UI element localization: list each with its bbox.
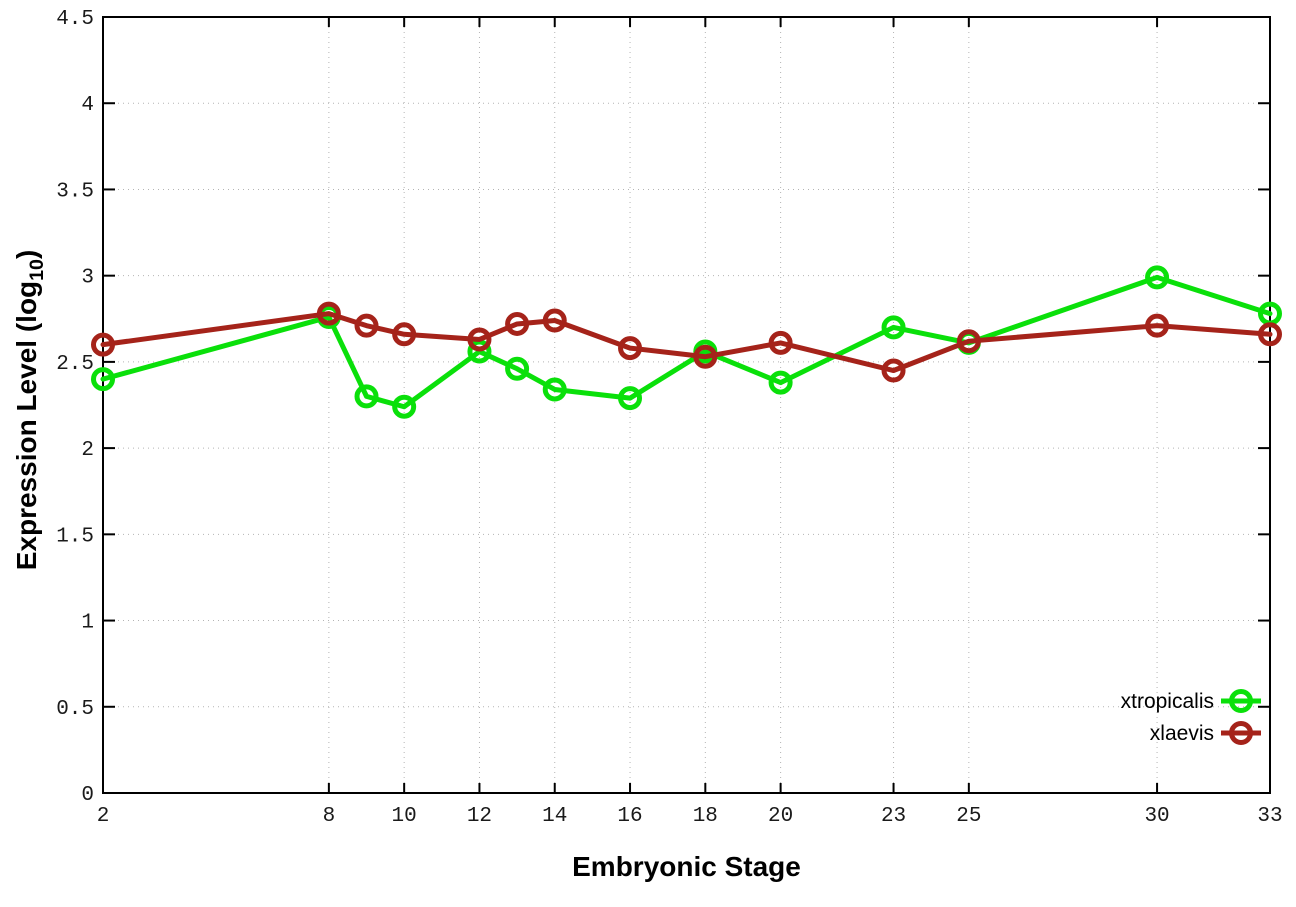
data-point-marker-xtropicalis — [392, 394, 417, 419]
x-tick-label: 20 — [768, 805, 793, 828]
data-point-marker-xlaevis — [1258, 322, 1282, 347]
y-tick-label: 1.5 — [56, 525, 94, 548]
data-point-marker-xtropicalis — [467, 339, 492, 364]
x-tick-label: 18 — [693, 805, 718, 828]
data-point-marker-xlaevis — [91, 332, 115, 357]
x-tick-label: 10 — [392, 805, 417, 828]
data-point-marker-xtropicalis — [618, 386, 643, 411]
y-tick-label: 1 — [81, 612, 94, 635]
x-tick-label: 2 — [97, 805, 110, 828]
data-point-marker-xlaevis — [956, 329, 981, 354]
x-tick-label: 14 — [542, 805, 567, 828]
y-tick-label: 3.5 — [56, 180, 94, 203]
data-point-marker-xtropicalis — [768, 370, 793, 395]
x-tick-label: 33 — [1257, 805, 1282, 828]
y-tick-label: 2.5 — [56, 353, 94, 376]
y-tick-label: 4.5 — [56, 8, 94, 31]
y-tick-label: 3 — [81, 267, 94, 290]
data-point-marker-xtropicalis — [354, 384, 379, 409]
y-tick-label: 0 — [81, 784, 94, 807]
data-point-marker-xtropicalis — [505, 356, 530, 381]
y-tick-label: 2 — [81, 439, 94, 462]
x-tick-label: 30 — [1144, 805, 1169, 828]
x-axis-label: Embryonic Stage — [572, 851, 801, 882]
data-point-marker-xlaevis — [693, 344, 718, 369]
data-point-marker-xlaevis — [768, 330, 793, 355]
series-line-xtropicalis — [100, 274, 1273, 410]
data-point-marker-xlaevis — [505, 311, 530, 336]
y-axis-label-end: ) — [11, 249, 43, 260]
y-tick-label: 0.5 — [56, 698, 94, 721]
data-point-marker-xlaevis — [467, 327, 492, 352]
data-point-marker-xtropicalis — [91, 367, 115, 392]
legend-sample-marker-xtropicalis — [1229, 689, 1253, 713]
data-point-marker-xlaevis — [881, 358, 906, 383]
data-point-marker-xlaevis — [392, 322, 417, 347]
y-axis-label: Expression Level (log10) — [11, 250, 49, 571]
data-point-marker-xlaevis — [316, 301, 341, 326]
data-point-marker-xtropicalis — [881, 315, 906, 340]
x-tick-label: 8 — [323, 805, 336, 828]
plot-border — [102, 16, 1271, 794]
x-tick-label: 12 — [467, 805, 492, 828]
y-axis-label-subscript: 10 — [25, 259, 48, 281]
data-point-marker-xtropicalis — [542, 377, 567, 402]
data-point-marker-xtropicalis — [1145, 265, 1170, 290]
legend-label-xlaevis: xlaevis — [1149, 722, 1214, 745]
data-point-marker-xlaevis — [354, 313, 379, 338]
y-axis-label-main: Expression Level (log — [11, 280, 43, 571]
x-tick-label: 25 — [956, 805, 981, 828]
legend-sample-marker-xlaevis — [1229, 721, 1253, 745]
legend-label-xtropicalis: xtropicalis — [1120, 690, 1214, 713]
series-line-xlaevis — [100, 311, 1273, 374]
y-tick-label: 4 — [81, 94, 94, 117]
x-tick-label: 23 — [881, 805, 906, 828]
data-point-marker-xlaevis — [542, 308, 567, 333]
data-point-marker-xlaevis — [1145, 313, 1170, 338]
data-point-marker-xlaevis — [618, 336, 643, 361]
x-tick-label: 16 — [617, 805, 642, 828]
